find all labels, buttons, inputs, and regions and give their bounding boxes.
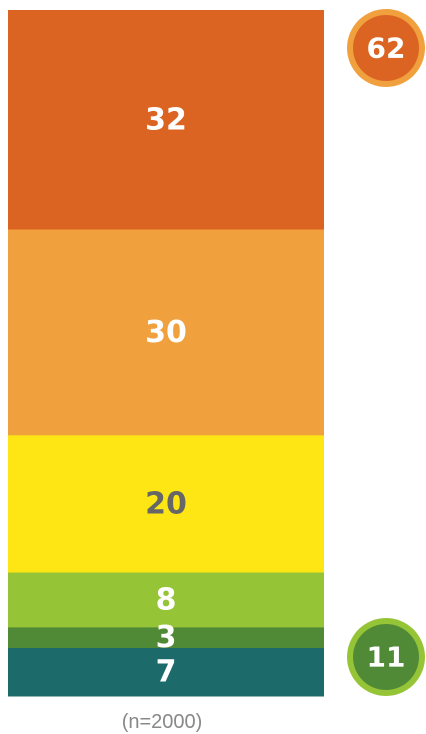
- total-badges: 62 11: [347, 9, 425, 696]
- sample-size-note: (n=2000): [122, 711, 203, 733]
- total-badge-label: 11: [367, 641, 406, 674]
- total-badge: 11: [347, 618, 425, 696]
- total-badge-fill: [353, 15, 419, 81]
- total-badge-fill: [353, 624, 419, 690]
- bar-segments: [8, 10, 324, 697]
- bar-segment-label: 30: [145, 315, 187, 350]
- bar-segment: [8, 10, 324, 231]
- bar-segment: [8, 229, 324, 436]
- bar-segment: [8, 647, 324, 697]
- bar-segment: [8, 627, 324, 649]
- bar-segment-labels: 32 30 20 837: [145, 102, 187, 689]
- bar-segment-label: 8: [156, 582, 177, 617]
- total-badge: 62: [347, 9, 425, 87]
- bar-segment-label: 32: [145, 102, 187, 137]
- bar-segment-label: 3: [156, 620, 177, 655]
- bar-segment: [8, 572, 324, 628]
- bar-segment-label: 7: [156, 654, 177, 689]
- total-badge-label: 62: [367, 32, 406, 65]
- bar-segment: [8, 435, 324, 574]
- bar-segment-label: 20: [145, 486, 187, 521]
